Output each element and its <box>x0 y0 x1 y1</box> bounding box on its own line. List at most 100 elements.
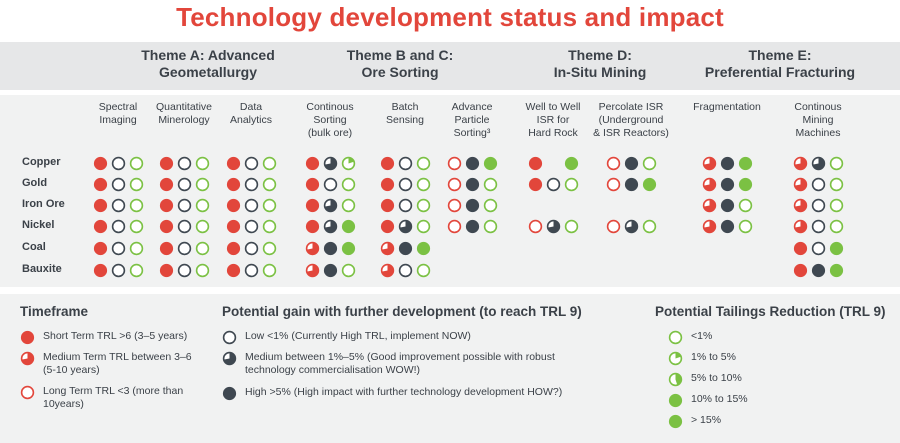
tailings-reduction-icon <box>262 198 277 212</box>
tailings-reduction-icon <box>262 263 277 277</box>
low-gain-icon <box>323 177 338 191</box>
legend-item-label: Low <1% (Currently High TRL, implement N… <box>245 330 471 342</box>
medium-term-icon <box>702 177 717 191</box>
high-gain-icon <box>398 241 413 255</box>
matrix-cell <box>528 219 579 234</box>
matrix-cell <box>447 177 498 192</box>
tailings-reduction-icon <box>195 177 210 191</box>
matrix-cell <box>226 156 277 171</box>
short-term-icon <box>793 241 808 255</box>
tailings-reduction-icon <box>483 198 498 212</box>
gain-legend-item: High >5% (High impact with further techn… <box>222 386 562 401</box>
low-gain-icon <box>398 156 413 170</box>
high-gain-icon <box>720 156 735 170</box>
medium-term-icon <box>305 263 320 277</box>
gain-legend-item: Medium between 1%–5% (Good improvement p… <box>222 351 555 377</box>
tailings-reduction-icon <box>129 156 144 170</box>
tailings-reduction-icon <box>738 219 753 233</box>
tailings-reduction-icon <box>341 198 356 212</box>
medium-term-icon <box>20 351 35 366</box>
timeframe-legend-item: Short Term TRL >6 (3–5 years) <box>20 330 187 345</box>
gain-legend-title: Potential gain with further development … <box>222 304 582 319</box>
low-gain-icon <box>244 198 259 212</box>
short-term-icon <box>159 177 174 191</box>
column-header: Spectral Imaging <box>98 101 138 126</box>
high-gain-icon <box>720 177 735 191</box>
low-gain-icon <box>111 263 126 277</box>
tailings-reduction-icon <box>416 177 431 191</box>
tailings-reduction-high-icon <box>341 241 356 255</box>
short-term-icon <box>528 156 543 170</box>
matrix-cell <box>447 198 498 213</box>
matrix-cell <box>702 156 753 171</box>
matrix-cell <box>305 198 356 213</box>
timeframe-legend-item: Medium Term TRL between 3–6 (5-10 years) <box>20 351 192 377</box>
high-gain-icon <box>323 241 338 255</box>
tailings-reduction-icon <box>668 351 683 366</box>
row-label: Bauxite <box>22 263 62 275</box>
short-term-icon <box>159 156 174 170</box>
high-gain-icon <box>720 198 735 212</box>
short-term-icon <box>93 177 108 191</box>
tailings-reduction-icon <box>129 198 144 212</box>
high-gain-icon <box>720 219 735 233</box>
medium-gain-icon <box>624 219 639 233</box>
medium-term-icon <box>380 263 395 277</box>
tailings-reduction-icon <box>129 241 144 255</box>
tailings-reduction-icon <box>829 219 844 233</box>
matrix-panel <box>0 95 900 287</box>
tailings-reduction-icon <box>416 198 431 212</box>
medium-term-icon <box>793 156 808 170</box>
matrix-cell <box>159 156 210 171</box>
high-gain-icon <box>624 177 639 191</box>
theme-d-title: Theme D: In-Situ Mining <box>553 47 647 80</box>
low-gain-icon <box>811 198 826 212</box>
theme-e-title: Theme E: Preferential Fracturing <box>704 47 856 80</box>
matrix-cell <box>159 263 210 278</box>
low-gain-icon <box>244 219 259 233</box>
low-gain-icon <box>244 263 259 277</box>
low-gain-icon <box>398 177 413 191</box>
matrix-cell <box>380 241 431 256</box>
tailings-reduction-icon <box>262 219 277 233</box>
low-gain-icon <box>177 156 192 170</box>
short-term-icon <box>93 156 108 170</box>
medium-gain-icon <box>222 351 237 366</box>
matrix-cell <box>606 177 657 192</box>
matrix-cell <box>606 156 657 171</box>
gain-legend-item: Low <1% (Currently High TRL, implement N… <box>222 330 471 345</box>
short-term-icon <box>305 156 320 170</box>
long-term-icon <box>447 198 462 212</box>
matrix-cell <box>305 241 356 256</box>
short-term-icon <box>226 177 241 191</box>
column-header: Advance Particle Sorting³ <box>451 101 493 139</box>
tailings-reduction-icon <box>341 177 356 191</box>
short-term-icon <box>380 198 395 212</box>
medium-gain-icon <box>811 156 826 170</box>
low-gain-icon <box>111 198 126 212</box>
matrix-cell <box>447 156 498 171</box>
matrix-cell <box>159 198 210 213</box>
high-gain-icon <box>465 177 480 191</box>
column-header: Well to Well ISR for Hard Rock <box>525 101 581 139</box>
short-term-icon <box>159 219 174 233</box>
short-term-icon <box>380 156 395 170</box>
long-term-icon <box>606 156 621 170</box>
matrix-cell <box>793 241 844 256</box>
row-label: Gold <box>22 177 48 189</box>
tailings-reduction-icon <box>262 241 277 255</box>
legend-item-label: Long Term TRL <3 (more than 10years) <box>43 385 184 410</box>
column-header: Data Analytics <box>229 101 272 126</box>
column-header: Percolate ISR (Underground & ISR Reactor… <box>593 101 669 139</box>
high-gain-icon <box>465 198 480 212</box>
short-term-icon <box>226 156 241 170</box>
tailings-reduction-high-icon <box>829 241 844 255</box>
legend-panel <box>0 294 900 443</box>
short-term-icon <box>20 330 35 345</box>
legend-item-label: <1% <box>691 330 713 342</box>
matrix-cell <box>305 156 356 171</box>
tailings-reduction-high-icon <box>483 156 498 170</box>
matrix-cell <box>93 263 144 278</box>
medium-term-icon <box>702 156 717 170</box>
tailings-reduction-icon <box>829 156 844 170</box>
